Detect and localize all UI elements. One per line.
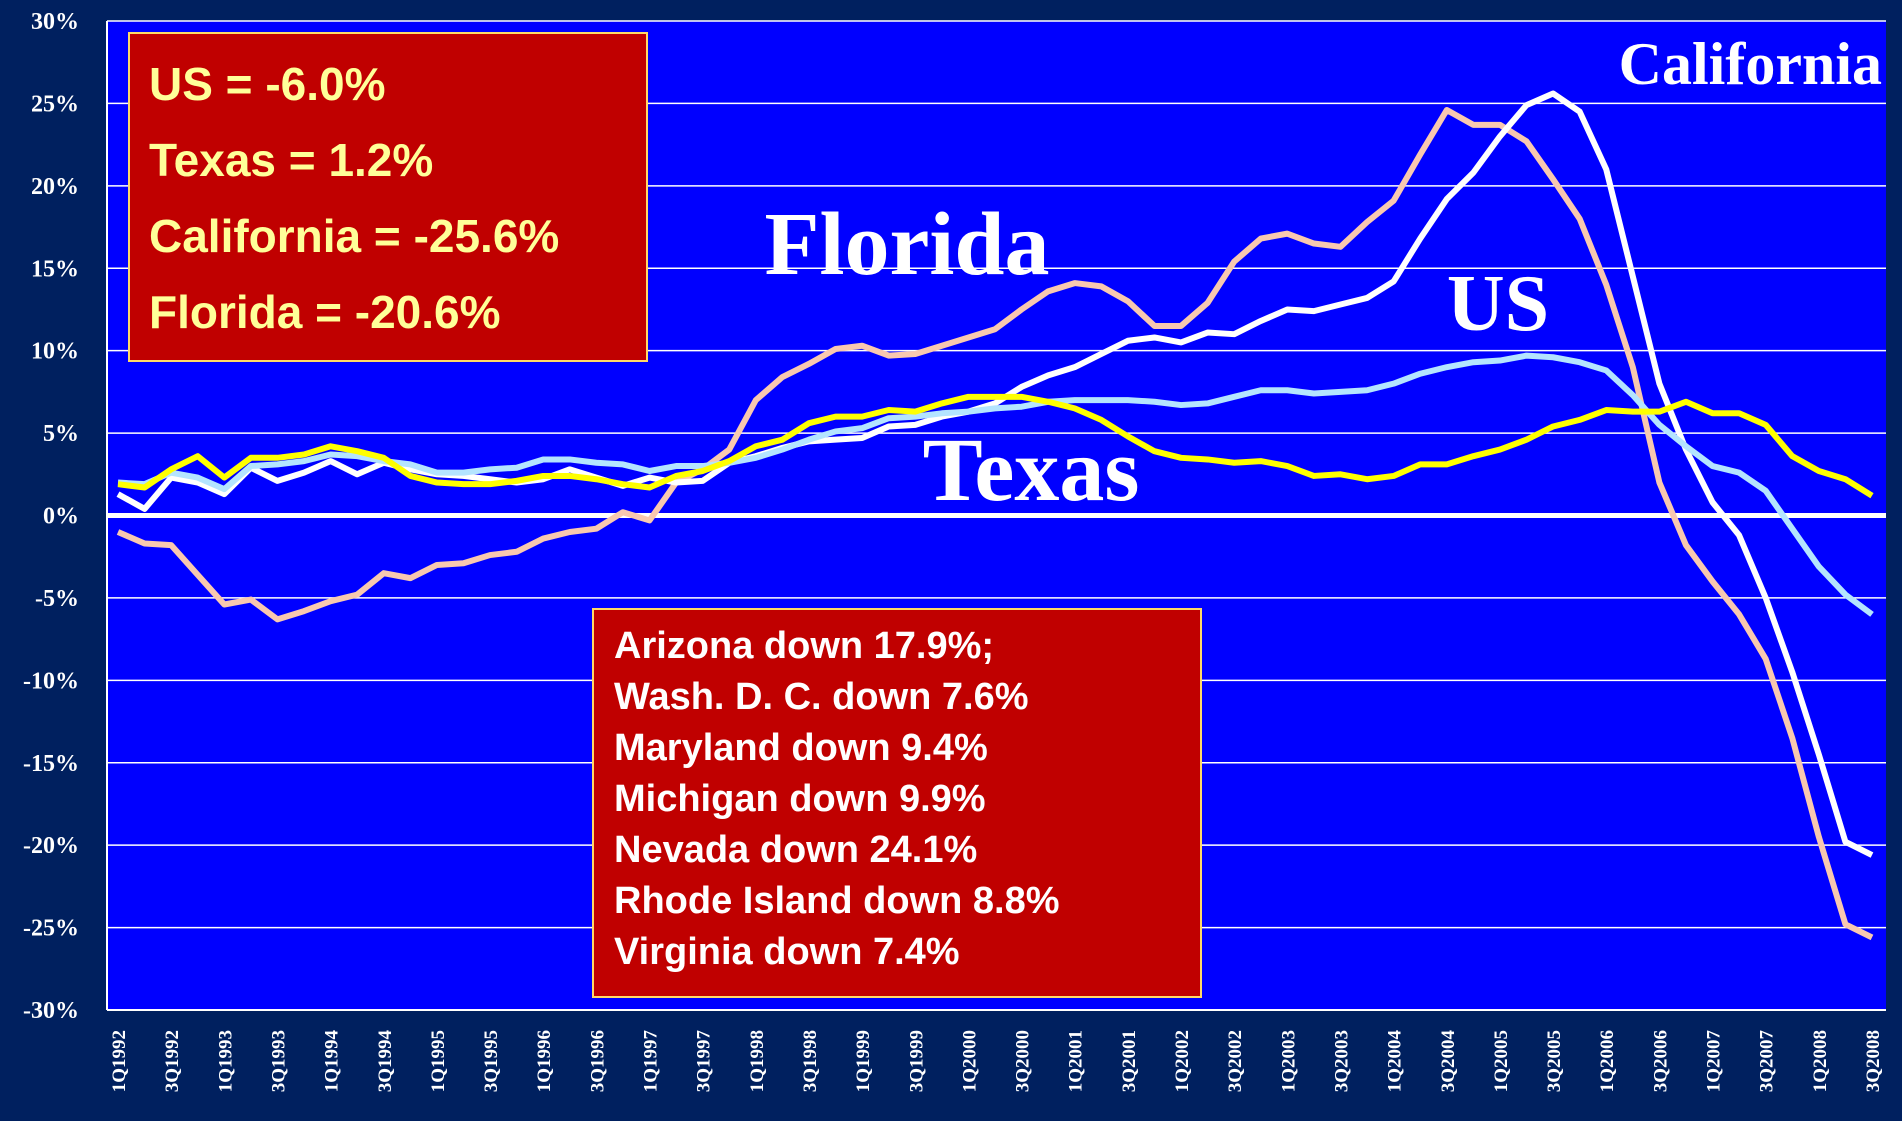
x-tick-label: 3Q2007: [1757, 1030, 1778, 1093]
x-tick-label: 3Q2001: [1119, 1030, 1140, 1092]
x-tick-label: 1Q1992: [109, 1030, 130, 1092]
series-line: [116, 107, 1874, 941]
x-tick-label: 1Q1995: [428, 1030, 449, 1092]
x-tick-label: 1Q2008: [1810, 1030, 1831, 1092]
x-tick-label: 3Q1998: [800, 1030, 821, 1092]
x-tick-label: 3Q1994: [375, 1030, 396, 1093]
x-tick-label: 3Q1996: [587, 1030, 608, 1092]
x-tick-label: 3Q1993: [268, 1030, 289, 1092]
x-tick-label: 3Q2008: [1863, 1030, 1884, 1092]
x-tick-label: 1Q1997: [641, 1030, 662, 1093]
summary-text: Texas = 1.2%: [149, 134, 433, 186]
lines: [116, 90, 1874, 941]
x-tick-label: 1Q2003: [1278, 1030, 1299, 1092]
x-tick-label: 3Q2002: [1225, 1030, 1246, 1092]
series-label: California: [1619, 31, 1882, 97]
x-tick-label: 1Q1998: [747, 1030, 768, 1092]
y-tick-label: 30%: [31, 9, 79, 35]
series-label: US: [1447, 260, 1549, 348]
states-box: [592, 608, 1202, 998]
x-tick-label: 3Q2005: [1544, 1030, 1565, 1092]
x-tick-label: 1Q2005: [1491, 1030, 1512, 1092]
boxes: US = -6.0% Texas = 1.2% California = -25.6…: [128, 32, 1202, 998]
states-text: Rhode Island down 8.8%: [614, 880, 1060, 922]
x-tick-label: 3Q1999: [906, 1030, 927, 1092]
x-tick-label: 3Q2006: [1650, 1030, 1671, 1092]
x-tick-label: 3Q2004: [1438, 1030, 1459, 1093]
states-text: Arizona down 17.9%;: [614, 625, 994, 667]
summary-text: US = -6.0%: [149, 58, 386, 110]
labels: Florida California US Texas: [765, 31, 1883, 520]
series-label: Texas: [923, 421, 1140, 520]
series-label: Florida: [765, 195, 1050, 294]
series-line: [117, 393, 1874, 499]
y-tick-label: 0%: [43, 504, 79, 530]
y-tick-label: 10%: [31, 339, 79, 365]
x-tick-label: 1Q2007: [1704, 1030, 1725, 1093]
y-tick-label: -5%: [35, 586, 79, 612]
states-text: Maryland down 9.4%: [614, 727, 988, 769]
x-tick-label: 1Q2002: [1172, 1030, 1193, 1092]
summary-text: Florida = -20.6%: [149, 286, 501, 338]
x-tick-label: 3Q1997: [694, 1030, 715, 1093]
series-line: [117, 352, 1874, 617]
y-tick-label: -15%: [23, 751, 79, 777]
x-tick-label: 1Q1999: [853, 1030, 874, 1092]
x-tick-label: 1Q2001: [1066, 1030, 1087, 1092]
y-tick-label: -20%: [23, 833, 79, 859]
y-tick-label: 25%: [31, 91, 79, 117]
y-tick-label: -25%: [23, 916, 79, 942]
y-tick-label: 5%: [43, 421, 79, 447]
summary-text: California = -25.6%: [149, 210, 559, 262]
states-text: Nevada down 24.1%: [614, 829, 977, 871]
x-tick-label: 1Q1993: [215, 1030, 236, 1092]
series-line: [116, 90, 1874, 858]
x-tick-label: 1Q1996: [534, 1030, 555, 1092]
x-tick-label: 1Q2006: [1597, 1030, 1618, 1092]
states-text: Michigan down 9.9%: [614, 778, 986, 820]
x-tick-label: 3Q1992: [162, 1030, 183, 1092]
states-text: Virginia down 7.4%: [614, 931, 960, 973]
x-tick-label: 3Q2000: [1013, 1030, 1034, 1092]
x-tick-label: 1Q2000: [959, 1030, 980, 1092]
y-tick-label: -30%: [23, 998, 79, 1024]
x-tick-label: 3Q2003: [1331, 1030, 1352, 1092]
y-tick-label: 20%: [31, 174, 79, 200]
x-tick-label: 1Q1994: [322, 1030, 343, 1093]
y-tick-label: 15%: [31, 256, 79, 282]
y-tick-label: -10%: [23, 668, 79, 694]
states-text: Wash. D. C. down 7.6%: [614, 676, 1029, 718]
summary-box: [128, 32, 648, 362]
x-tick-label: 3Q1995: [481, 1030, 502, 1092]
x-tick-label: 1Q2004: [1385, 1030, 1406, 1093]
